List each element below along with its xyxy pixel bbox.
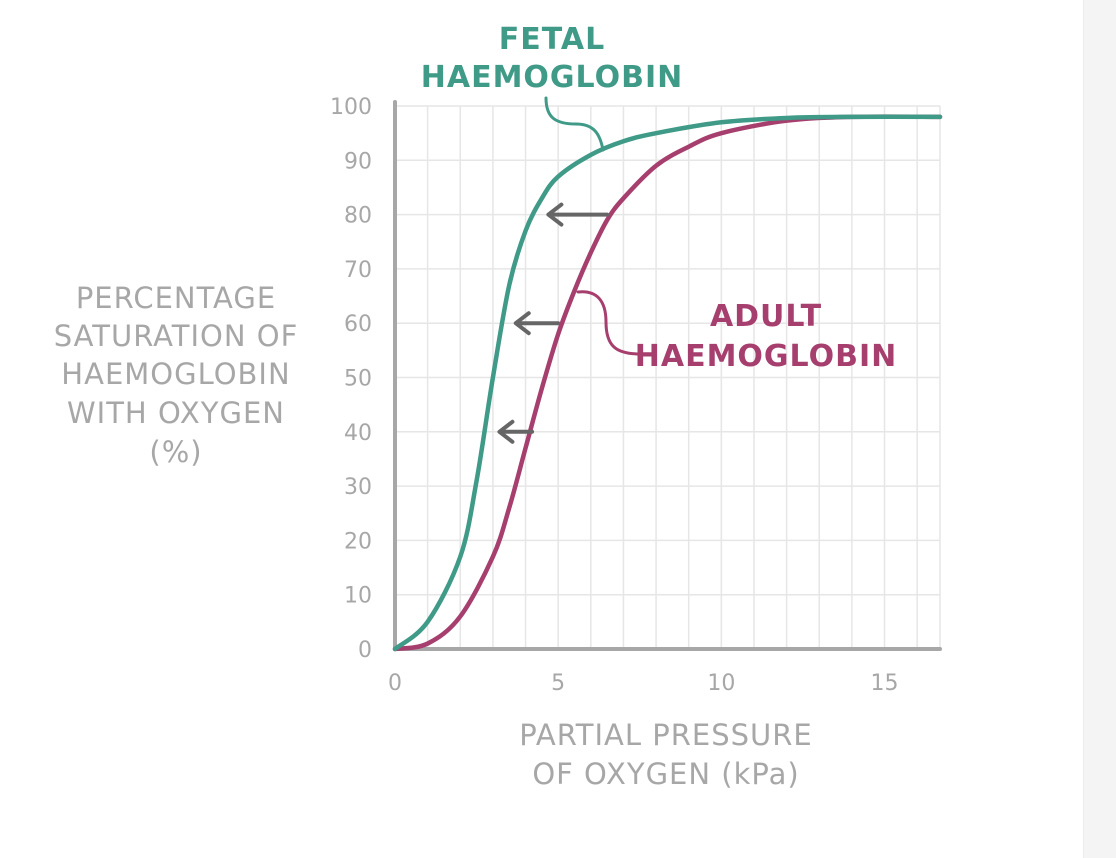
x-tick-label: 10	[707, 671, 735, 696]
x-tick-labels: 0 5 10 15	[388, 671, 899, 696]
y-tick-label: 40	[344, 421, 372, 446]
fetal-label-line: FETAL	[499, 22, 605, 57]
y-tick-label: 60	[344, 312, 372, 337]
adult-label-line: HAEMOGLOBIN	[635, 339, 897, 374]
x-axis-label-line: PARTIAL PRESSURE	[519, 718, 812, 752]
y-tick-label: 0	[358, 638, 372, 663]
axes	[393, 100, 942, 651]
x-tick-label: 15	[871, 671, 899, 696]
fetal-label-line: HAEMOGLOBIN	[421, 60, 683, 95]
grid-lines	[395, 105, 941, 649]
shift-arrow-head	[497, 419, 515, 444]
y-tick-label: 80	[344, 204, 372, 229]
x-axis-label-line: OF OXYGEN (kPa)	[532, 757, 799, 791]
adult-callout-line	[576, 290, 642, 356]
fetal-haemoglobin-line	[392, 114, 943, 652]
shift-arrow-head	[546, 202, 564, 227]
y-tick-label: 10	[344, 584, 372, 609]
adult-haemoglobin-line	[392, 114, 943, 652]
text-labels: FETALHAEMOGLOBINADULTHAEMOGLOBINPERCENTA…	[54, 22, 897, 791]
y-tick-labels: 0 10 20 30 40 50 60 70 80 90 100	[330, 95, 372, 663]
adult-label-line: ADULT	[710, 299, 822, 334]
label-callouts	[544, 96, 642, 356]
y-axis-label-line: HAEMOGLOBIN	[61, 357, 290, 391]
shift-arrow-head	[513, 311, 531, 336]
y-tick-label: 90	[344, 149, 372, 174]
y-tick-label: 30	[344, 475, 372, 500]
scrollbar-track[interactable]	[1083, 0, 1116, 858]
fetal-callout-line	[544, 96, 605, 152]
y-tick-label: 100	[330, 95, 372, 120]
y-tick-label: 20	[344, 529, 372, 554]
y-axis-label-line: (%)	[149, 435, 202, 469]
y-axis-label-line: PERCENTAGE	[76, 281, 276, 315]
series-lines	[392, 114, 943, 652]
x-tick-label: 5	[551, 671, 565, 696]
shift-arrows	[497, 202, 610, 444]
y-tick-label: 50	[344, 367, 372, 392]
x-tick-label: 0	[388, 671, 402, 696]
y-axis-label-line: SATURATION OF	[54, 319, 299, 353]
y-axis-label-line: WITH OXYGEN	[67, 396, 285, 430]
y-tick-label: 70	[344, 258, 372, 283]
